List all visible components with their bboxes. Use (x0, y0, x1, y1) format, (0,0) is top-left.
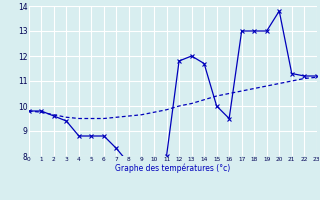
X-axis label: Graphe des températures (°c): Graphe des températures (°c) (115, 164, 230, 173)
